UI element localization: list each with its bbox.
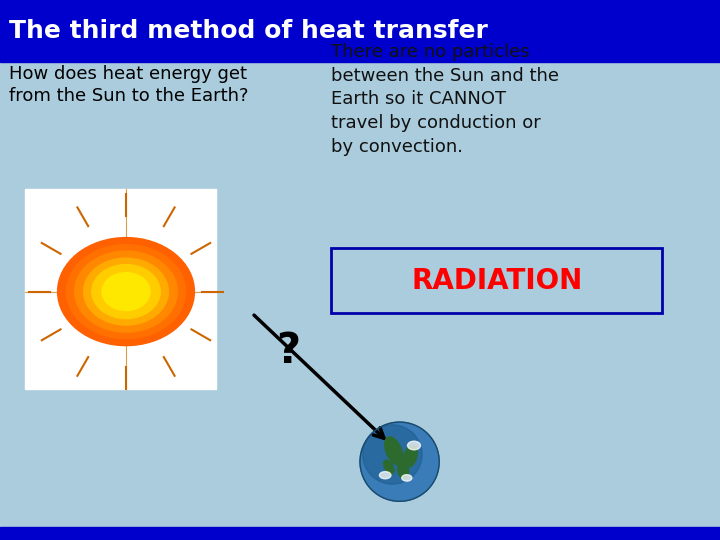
Ellipse shape [363, 425, 422, 484]
Bar [25, 189, 216, 389]
Ellipse shape [66, 245, 186, 339]
Ellipse shape [403, 446, 418, 467]
Text: ?: ? [276, 330, 300, 372]
Ellipse shape [384, 460, 394, 474]
Text: RADIATION: RADIATION [411, 267, 582, 295]
Ellipse shape [384, 437, 403, 465]
Ellipse shape [408, 441, 420, 450]
Ellipse shape [84, 258, 168, 325]
Ellipse shape [58, 238, 194, 346]
Ellipse shape [91, 265, 160, 319]
Bar [331, 248, 662, 313]
Bar [0, 526, 720, 540]
Text: The third method of heat transfer: The third method of heat transfer [9, 19, 487, 43]
Text: There are no particles
between the Sun and the
Earth so it CANNOT
travel by cond: There are no particles between the Sun a… [331, 43, 559, 156]
Ellipse shape [102, 273, 150, 310]
Text: How does heat energy get
from the Sun to the Earth?: How does heat energy get from the Sun to… [9, 65, 248, 105]
Ellipse shape [397, 461, 409, 479]
Ellipse shape [379, 471, 391, 479]
Ellipse shape [75, 251, 177, 332]
Ellipse shape [360, 422, 439, 501]
Ellipse shape [402, 475, 412, 481]
Bar [0, 0, 720, 62]
